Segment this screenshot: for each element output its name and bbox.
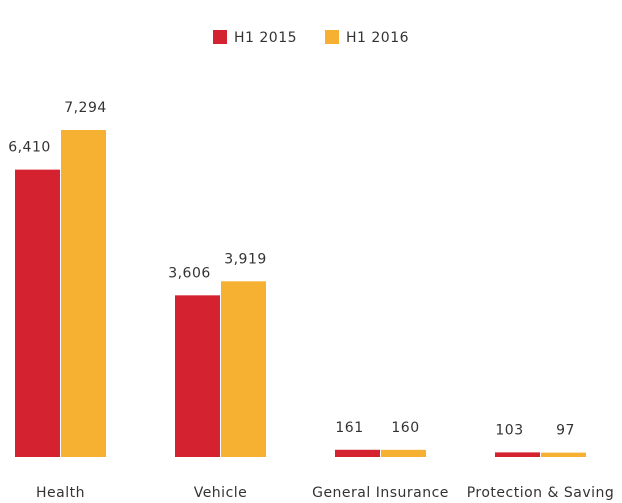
bar	[61, 130, 106, 457]
x-tick-label: General Insurance	[312, 485, 449, 501]
bar	[221, 281, 266, 457]
bar	[381, 449, 426, 457]
legend-swatch	[213, 30, 227, 44]
bar	[495, 452, 540, 457]
x-tick-label: Protection & Saving	[467, 485, 615, 501]
data-label: 6,410	[8, 140, 51, 156]
data-label: 103	[495, 422, 523, 438]
data-label: 97	[556, 423, 575, 439]
bar	[335, 449, 380, 457]
data-label: 3,919	[224, 251, 267, 267]
x-tick-label: Vehicle	[194, 485, 248, 501]
data-label: 161	[335, 420, 363, 436]
data-label: 160	[391, 420, 419, 436]
bar	[541, 452, 586, 457]
x-tick-label: Health	[36, 485, 85, 501]
data-label: 3,606	[168, 265, 211, 281]
legend-label: H1 2016	[346, 30, 409, 46]
bar	[15, 169, 60, 458]
legend-label: H1 2015	[234, 30, 297, 46]
legend-swatch	[325, 30, 339, 44]
bar	[175, 295, 220, 457]
data-label: 7,294	[64, 100, 107, 116]
